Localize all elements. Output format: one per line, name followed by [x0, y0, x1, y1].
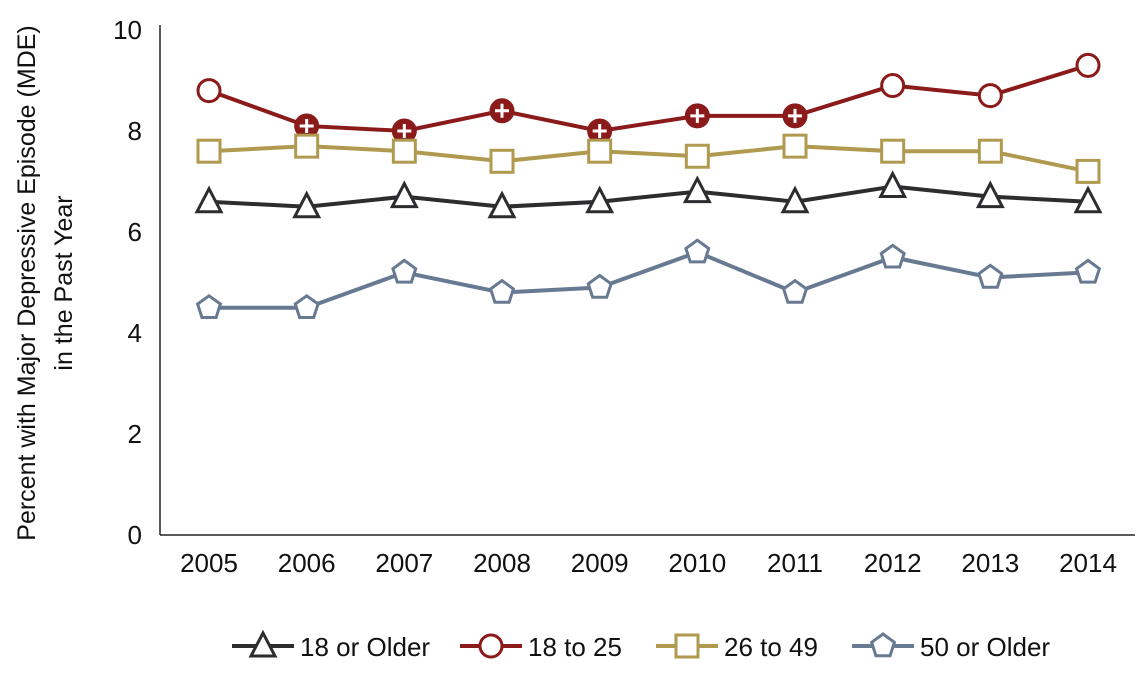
- legend-label: 50 or Older: [920, 632, 1050, 662]
- x-tick-label: 2008: [473, 548, 531, 578]
- x-tick-label: 2010: [668, 548, 726, 578]
- legend-item: 18 to 25: [460, 632, 622, 662]
- plus-icon: [397, 124, 412, 138]
- circle-marker: [196, 78, 222, 104]
- plus-icon: [788, 108, 802, 123]
- square-marker: [489, 148, 515, 174]
- y-tick-label: 6: [128, 217, 142, 247]
- y-tick-label: 4: [128, 318, 142, 348]
- triangle-marker: [194, 185, 224, 214]
- pentagon-marker: [879, 243, 906, 269]
- series-line: [208, 184, 1089, 209]
- triangle-marker: [682, 175, 712, 204]
- circle-marker: [880, 73, 906, 99]
- y-axis-label-line1: Percent with Major Depressive Episode (M…: [13, 25, 41, 540]
- triangle-marker: [878, 170, 908, 199]
- circle-marker: [977, 83, 1003, 109]
- axes: 0 2 4 6 8 10 2005 2006 2007 2008 2009 2010 2011 2012 2…: [113, 15, 1135, 578]
- triangle-marker: [585, 185, 615, 214]
- plus-icon: [495, 103, 509, 118]
- triangle-marker: [487, 190, 517, 219]
- triangle-marker: [292, 190, 322, 219]
- square-marker: [391, 138, 417, 164]
- triangle-marker: [1073, 185, 1103, 214]
- plus-icon: [299, 118, 314, 133]
- pentagon-marker: [869, 632, 897, 658]
- x-tick-label: 2011: [767, 548, 823, 578]
- pentagon-marker: [781, 278, 809, 304]
- series-line: [208, 144, 1089, 174]
- x-tick-label: 2013: [961, 548, 1019, 578]
- square-marker: [294, 133, 320, 159]
- legend-label: 26 to 49: [724, 632, 818, 662]
- circle-marker: [478, 633, 504, 659]
- series-50-or-older: [195, 238, 1102, 319]
- y-tick-label: 2: [128, 419, 142, 449]
- pentagon-marker: [293, 293, 320, 319]
- x-tick-label: 2009: [571, 548, 629, 578]
- series-group: [194, 52, 1103, 319]
- legend-label: 18 to 25: [528, 632, 622, 662]
- pentagon-marker: [977, 263, 1004, 289]
- y-axis-label-line2: in the Past Year: [50, 195, 78, 370]
- y-tick-label: 8: [128, 116, 142, 146]
- x-tick-label: 2014: [1059, 548, 1117, 578]
- y-tick-label: 10: [113, 15, 142, 45]
- y-tick-label: 0: [128, 520, 142, 550]
- square-marker: [880, 138, 906, 164]
- square-marker: [782, 133, 808, 159]
- triangle-marker: [389, 180, 419, 209]
- triangle-marker: [780, 185, 810, 214]
- pentagon-marker: [391, 258, 418, 284]
- pentagon-marker: [586, 273, 613, 299]
- plus-icon: [592, 124, 607, 138]
- circle-marker: [1075, 52, 1101, 78]
- square-marker: [196, 138, 222, 164]
- triangle-marker: [248, 629, 278, 658]
- square-marker: [587, 138, 613, 164]
- series-line: [209, 250, 1089, 310]
- square-marker: [684, 143, 710, 169]
- square-marker: [1075, 158, 1101, 184]
- plus-icon: [690, 108, 705, 123]
- square-marker: [977, 138, 1003, 164]
- square-marker: [674, 633, 700, 659]
- x-tick-label: 2012: [864, 548, 922, 578]
- triangle-marker: [975, 180, 1005, 209]
- series-26-to-49: [196, 133, 1101, 184]
- pentagon-marker: [195, 293, 223, 319]
- series-18-to-25: [196, 52, 1101, 144]
- legend-item: 50 or Older: [852, 632, 1050, 662]
- series-18-or-older: [194, 170, 1103, 219]
- legend-label: 18 or Older: [300, 632, 430, 662]
- x-tick-label: 2006: [278, 548, 336, 578]
- series-line: [208, 63, 1089, 134]
- legend-item: 26 to 49: [656, 632, 818, 662]
- x-tick-label: 2007: [375, 548, 433, 578]
- x-tick-label: 2005: [180, 548, 238, 578]
- pentagon-marker: [1074, 258, 1102, 284]
- pentagon-marker: [684, 238, 711, 264]
- legend: 18 or Older 18 to 25 26 to 49 50 or Older: [232, 629, 1050, 662]
- pentagon-marker: [488, 278, 516, 304]
- legend-item: 18 or Older: [232, 629, 430, 662]
